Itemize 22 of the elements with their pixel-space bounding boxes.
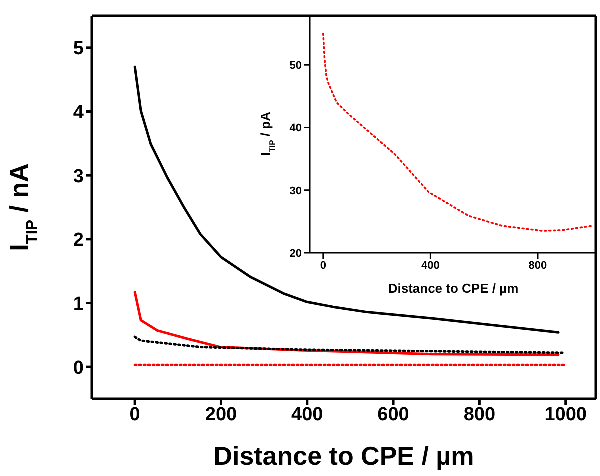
y-tick-label: 3 (73, 166, 84, 188)
y-tick-label: 30 (290, 185, 302, 198)
x-tick-label: 400 (422, 260, 440, 272)
x-tick-label: 200 (205, 404, 238, 426)
x-tick-label: 800 (528, 260, 548, 272)
x-tick-label: 800 (464, 404, 496, 426)
y-tick-label: 2 (73, 230, 84, 252)
y-tick-label: 40 (290, 122, 302, 135)
y-tick-label: 20 (290, 248, 302, 260)
y-tick-label: 50 (290, 60, 302, 72)
x-axis-title: Distance to CPE / µm (388, 281, 519, 296)
x-axis-title: Distance to CPE / µm (214, 441, 474, 471)
x-tick-label: 400 (292, 404, 324, 426)
x-tick-label: 1000 (544, 404, 587, 426)
y-tick-label: 5 (73, 38, 84, 60)
x-tick-label: 600 (378, 404, 410, 426)
line-series (322, 32, 594, 232)
x-tick-label: 0 (320, 260, 326, 272)
y-tick-label: 1 (73, 294, 84, 315)
y-tick-label: 0 (73, 358, 84, 379)
x-tick-label: 0 (130, 404, 140, 426)
y-tick-label: 4 (73, 102, 84, 124)
